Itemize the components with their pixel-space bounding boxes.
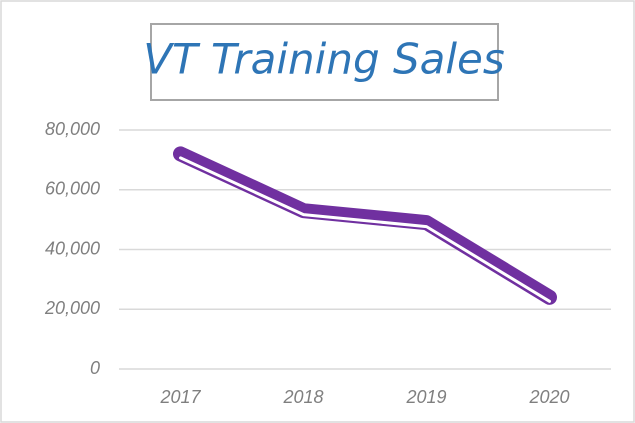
line [173,146,557,305]
y-tick-label: 40,000 [45,238,100,258]
x-tick-label: 2018 [282,387,323,407]
x-tick-label: 2020 [528,387,569,407]
y-tick-label: 60,000 [45,179,100,199]
y-tick-label: 80,000 [45,119,100,139]
chart-title: VT Training Sales [143,35,505,84]
x-tick-label: 2017 [159,387,201,407]
y-tick-label: 0 [90,358,100,378]
title-box [150,23,499,101]
y-tick-label: 20,000 [44,298,100,318]
x-tick-label: 2019 [405,387,446,407]
line-highlight [179,156,551,303]
